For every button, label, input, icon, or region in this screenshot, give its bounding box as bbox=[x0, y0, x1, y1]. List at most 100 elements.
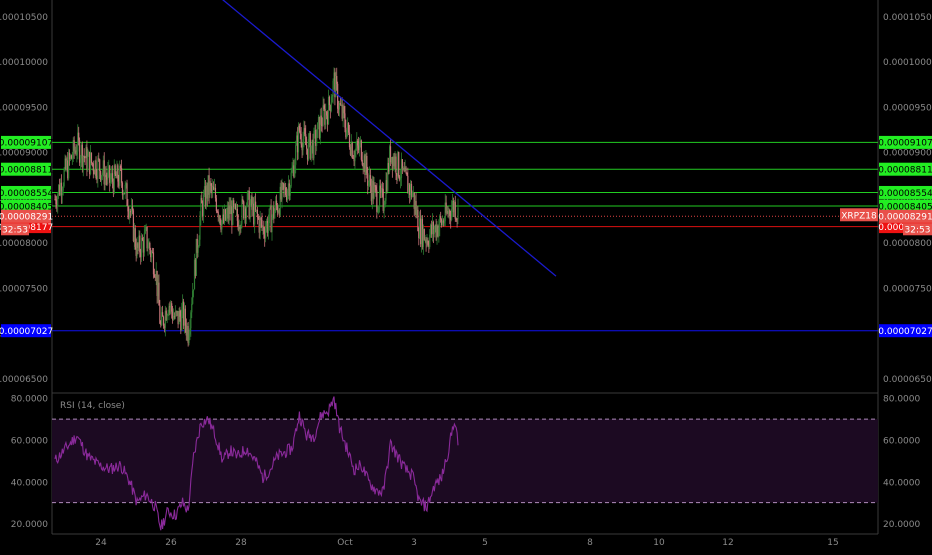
candle-body bbox=[174, 311, 176, 318]
candle-body bbox=[228, 205, 230, 219]
candle-body bbox=[59, 182, 62, 195]
level-label-left: 0.00008405 bbox=[0, 202, 53, 212]
candle-body bbox=[454, 201, 456, 219]
candle-body bbox=[120, 165, 122, 168]
candle-body bbox=[357, 140, 359, 146]
candle-body bbox=[379, 185, 382, 193]
candle-body bbox=[274, 210, 276, 219]
candle-body bbox=[288, 183, 290, 196]
candle-body bbox=[90, 152, 93, 163]
candle-body bbox=[66, 160, 68, 170]
candle-body bbox=[298, 125, 300, 131]
candle-body bbox=[150, 250, 152, 258]
candle-body bbox=[264, 233, 266, 239]
level-label-right: 0.00008811 bbox=[878, 166, 932, 176]
candle-body bbox=[186, 326, 188, 336]
candle-body bbox=[376, 190, 378, 212]
candle-body bbox=[209, 183, 211, 195]
candle-body bbox=[94, 160, 96, 175]
candle-body bbox=[434, 224, 436, 230]
candle-body bbox=[408, 184, 410, 194]
candle-body bbox=[399, 176, 401, 180]
candle-body bbox=[102, 160, 104, 173]
candle-body bbox=[259, 217, 261, 233]
candle-body bbox=[137, 243, 139, 248]
candle-body bbox=[99, 171, 102, 181]
candle-body bbox=[122, 193, 124, 196]
candle-body bbox=[154, 276, 156, 278]
trendline-group[interactable] bbox=[210, 0, 557, 277]
candle-body bbox=[419, 218, 421, 239]
candle-body bbox=[422, 229, 424, 247]
level-label-right: 0.00008554 bbox=[878, 189, 932, 199]
candle-body bbox=[364, 155, 366, 175]
candle-body bbox=[403, 168, 405, 172]
candle-body bbox=[276, 205, 279, 213]
candle-body bbox=[83, 156, 85, 157]
y-tick-label-right: 0.00010500 bbox=[883, 13, 932, 23]
candle-body bbox=[175, 311, 177, 313]
y-tick-label-right: 0.00009500 bbox=[883, 103, 932, 113]
candle-body bbox=[275, 200, 278, 206]
candle-body bbox=[316, 137, 318, 146]
countdown-right: 32:53 bbox=[905, 226, 931, 236]
descending-trendline[interactable] bbox=[210, 0, 557, 277]
candle-body bbox=[104, 174, 106, 185]
horizontal-levels[interactable] bbox=[52, 141, 878, 332]
candle-body bbox=[191, 303, 193, 313]
candle-body bbox=[79, 140, 81, 163]
candle-body bbox=[140, 252, 142, 258]
candle-body bbox=[100, 175, 103, 181]
candle-body bbox=[442, 220, 445, 224]
candle-body bbox=[213, 187, 216, 190]
candle-body bbox=[345, 127, 347, 138]
candle-body bbox=[133, 228, 135, 242]
candle-body bbox=[356, 140, 358, 149]
candle-body bbox=[425, 239, 427, 244]
candle-body bbox=[56, 204, 58, 207]
candle-body bbox=[451, 209, 453, 220]
candle-body bbox=[446, 211, 448, 213]
candle-body bbox=[255, 209, 258, 211]
candle-body bbox=[271, 217, 273, 233]
last-price-label-left-bg bbox=[1, 209, 51, 223]
candle-body bbox=[211, 185, 213, 192]
candle-body bbox=[91, 162, 93, 164]
candle-body bbox=[350, 142, 352, 155]
candle-body bbox=[268, 208, 270, 224]
candle-body bbox=[373, 185, 375, 199]
candle-body bbox=[322, 105, 324, 126]
candle-body bbox=[455, 218, 457, 220]
candle-body bbox=[253, 203, 255, 225]
candle-body bbox=[302, 139, 304, 151]
candle-body bbox=[115, 174, 117, 179]
candle-body bbox=[421, 218, 424, 247]
candle-body bbox=[380, 188, 383, 193]
candle-body bbox=[226, 207, 228, 214]
candle-body bbox=[430, 224, 432, 235]
candle-body bbox=[441, 220, 444, 226]
candle-body bbox=[413, 192, 415, 209]
candle-body bbox=[307, 139, 310, 160]
candle-body bbox=[335, 75, 337, 98]
candle-body bbox=[156, 270, 158, 297]
candle-body bbox=[429, 234, 431, 247]
candle-body bbox=[70, 155, 73, 160]
candle-body bbox=[214, 187, 217, 199]
candle-body bbox=[409, 184, 411, 196]
candle-body bbox=[233, 200, 235, 208]
candle-body bbox=[331, 96, 333, 103]
candle-body bbox=[383, 206, 385, 211]
candle-body bbox=[309, 133, 311, 159]
y-tick-label-left: 0.00006500 bbox=[0, 375, 48, 385]
candle-body bbox=[231, 206, 233, 225]
candle-body bbox=[281, 183, 283, 200]
candle-body bbox=[132, 210, 135, 242]
candlestick-series bbox=[54, 67, 459, 347]
candle-body bbox=[190, 312, 192, 329]
candle-body bbox=[277, 210, 279, 213]
candle-body bbox=[391, 157, 393, 169]
candle-body bbox=[163, 325, 166, 328]
